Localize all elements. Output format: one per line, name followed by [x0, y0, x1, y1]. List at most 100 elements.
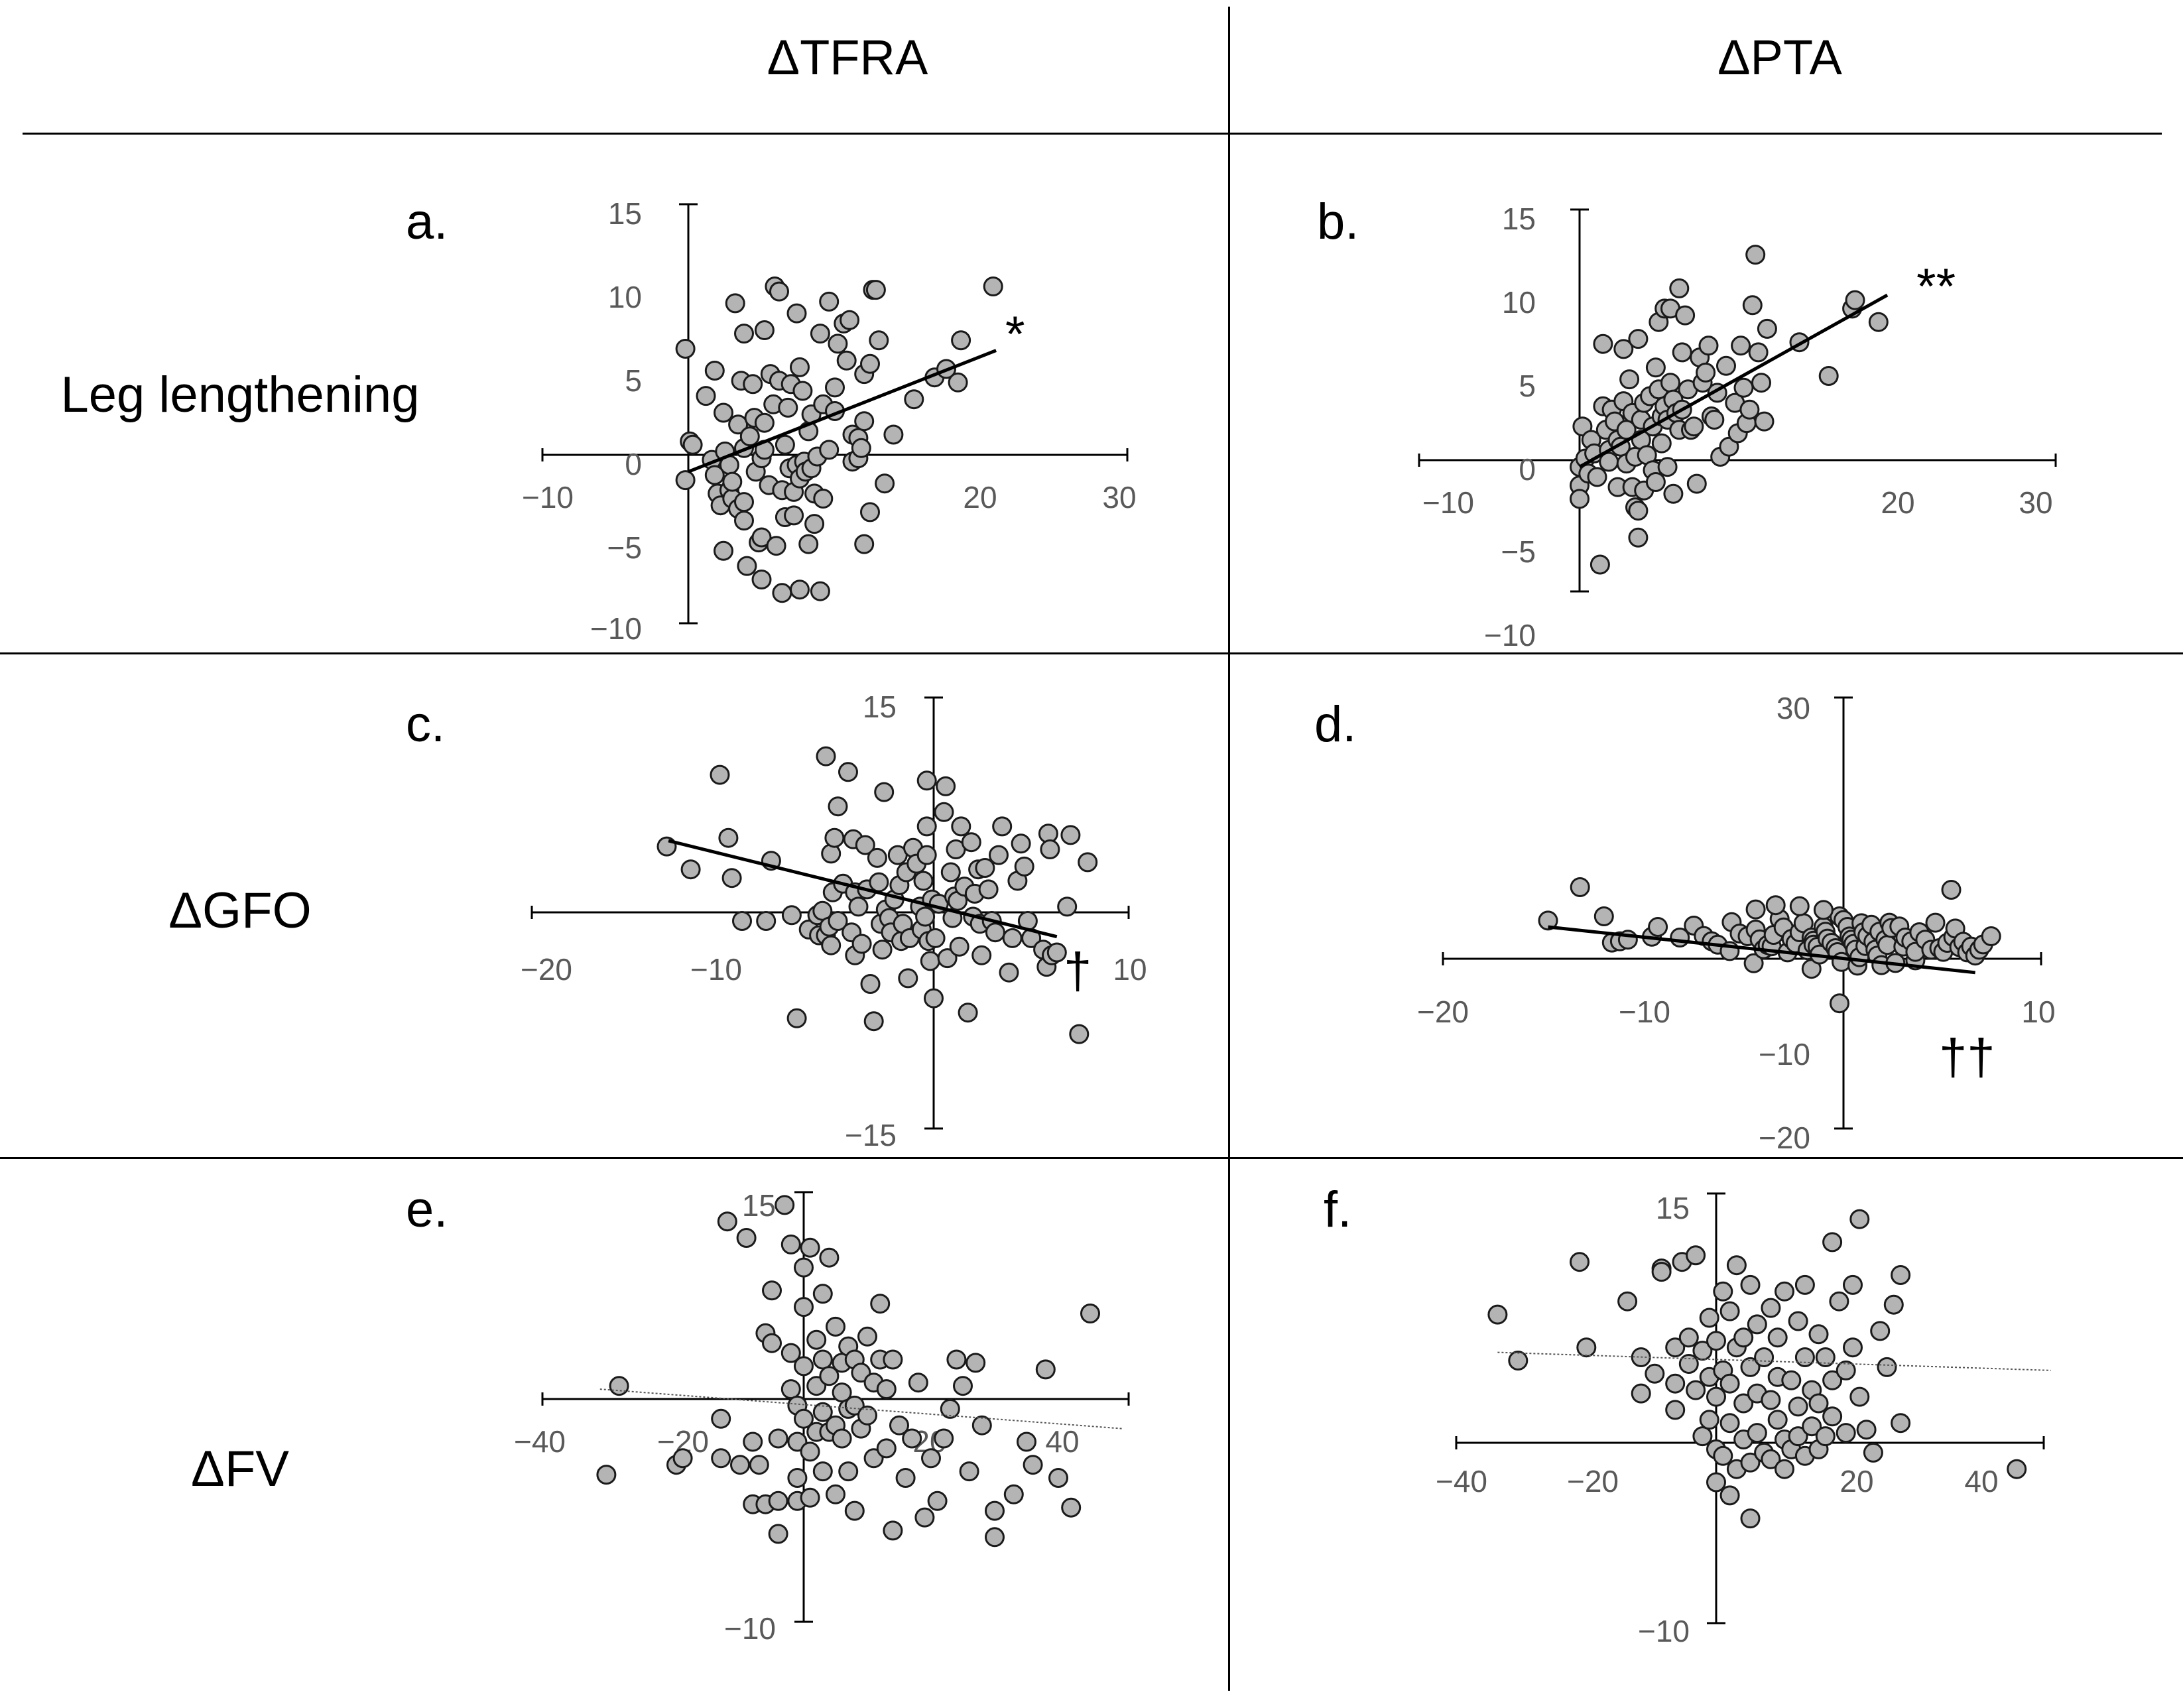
data-point-d [1617, 930, 1638, 950]
trend-line-a [688, 349, 997, 473]
data-point-c [981, 911, 1002, 931]
data-point-d [1753, 939, 1774, 959]
panel-label-f: f. [1324, 1182, 1351, 1238]
data-point-e [826, 1316, 845, 1337]
data-point-d [1953, 932, 1973, 952]
data-point-f [1863, 1442, 1883, 1463]
y-tick-label-f: 15 [1656, 1191, 1690, 1225]
data-point-f [1767, 1410, 1788, 1430]
data-point-b [1654, 298, 1675, 319]
panel-label-d: d. [1314, 696, 1356, 753]
data-point-c [828, 911, 848, 931]
top-rule [23, 133, 2162, 135]
data-point-a [675, 470, 696, 491]
data-point-b [1634, 393, 1654, 413]
data-point-d [1761, 936, 1782, 957]
data-point-d [1815, 922, 1836, 942]
data-point-e [844, 1500, 865, 1521]
data-point-c [1017, 911, 1038, 931]
y-tick-label-a: −5 [607, 530, 642, 565]
data-point-c [951, 816, 971, 837]
data-point-c [978, 879, 999, 900]
data-point-a [854, 364, 875, 385]
data-point-f [1631, 1347, 1651, 1367]
data-point-e [775, 1195, 795, 1215]
data-point-a [780, 374, 801, 395]
data-point-b [1845, 290, 1865, 310]
data-point-c [971, 945, 992, 965]
data-point-c [845, 945, 865, 965]
data-point-a [883, 424, 904, 445]
data-point-f [2007, 1459, 2027, 1479]
data-point-a [749, 532, 769, 553]
data-point-c [1057, 896, 1078, 917]
data-point-d [1981, 926, 2001, 946]
data-point-c [903, 837, 923, 858]
data-point-e [711, 1448, 731, 1469]
data-point-e [876, 1438, 897, 1459]
data-point-f [1822, 1232, 1843, 1252]
data-point-e [787, 1468, 808, 1488]
data-point-d [1785, 933, 1806, 953]
data-point-a [810, 581, 830, 601]
trend-line-d [1548, 925, 1975, 975]
data-point-b [1616, 454, 1637, 474]
data-point-b [1692, 373, 1713, 393]
data-point-b [1619, 369, 1640, 390]
data-point-c [798, 919, 819, 940]
data-point-e [800, 1237, 820, 1258]
data-point-d [1801, 959, 1822, 979]
data-point-f [1849, 1209, 1870, 1229]
data-point-a [819, 440, 840, 460]
y-tick-label-a: 15 [608, 196, 642, 231]
data-point-b [1628, 527, 1649, 548]
data-point-c [807, 905, 828, 926]
data-point-e [902, 1428, 922, 1449]
data-point-c [821, 843, 842, 864]
data-point-d [1763, 925, 1784, 945]
data-point-c [937, 948, 958, 969]
data-point-f [1802, 1380, 1822, 1400]
data-point-b [1599, 452, 1619, 472]
data-point-d [1737, 926, 1758, 946]
data-point-c [881, 922, 901, 943]
data-point-b [1660, 298, 1680, 319]
data-point-c [944, 886, 964, 907]
x-tick-label-e: −40 [514, 1424, 566, 1459]
data-point-f [1487, 1304, 1508, 1325]
data-point-a [754, 440, 775, 460]
data-point-b [1593, 334, 1613, 354]
data-point-d [1915, 930, 1936, 950]
data-point-f [1891, 1413, 1911, 1433]
data-point-c [916, 770, 937, 791]
data-point-c [924, 988, 944, 1008]
data-point-c [958, 1003, 978, 1023]
data-point-d [1965, 945, 1985, 966]
data-point-b [1690, 347, 1710, 368]
data-point-e [1017, 1432, 1036, 1452]
data-point-e [838, 1398, 859, 1419]
data-point-b [1669, 420, 1690, 440]
data-point-c [893, 914, 913, 934]
data-point-d [1708, 934, 1728, 955]
data-point-e [755, 1323, 776, 1343]
data-point-d [1925, 912, 1946, 933]
data-point-d [1719, 941, 1740, 961]
data-point-c [1036, 957, 1057, 977]
data-point-f [1740, 1274, 1761, 1295]
data-point-c [992, 816, 1013, 837]
data-point-a [779, 458, 800, 479]
data-point-d [1973, 934, 1993, 955]
data-point-e [806, 1329, 827, 1350]
data-point-a [739, 426, 760, 447]
data-point-b [1754, 411, 1775, 432]
column-header-pta: ΔPTA [1717, 30, 1842, 85]
data-point-a [786, 303, 807, 324]
data-point-b [1570, 489, 1590, 509]
data-point-b [1710, 446, 1731, 467]
data-point-a [854, 534, 875, 554]
data-point-e [844, 1349, 865, 1370]
y-tick-label-a: 10 [608, 280, 642, 314]
significance-marker-c: † [1064, 943, 1092, 999]
data-point-e [787, 1395, 808, 1416]
